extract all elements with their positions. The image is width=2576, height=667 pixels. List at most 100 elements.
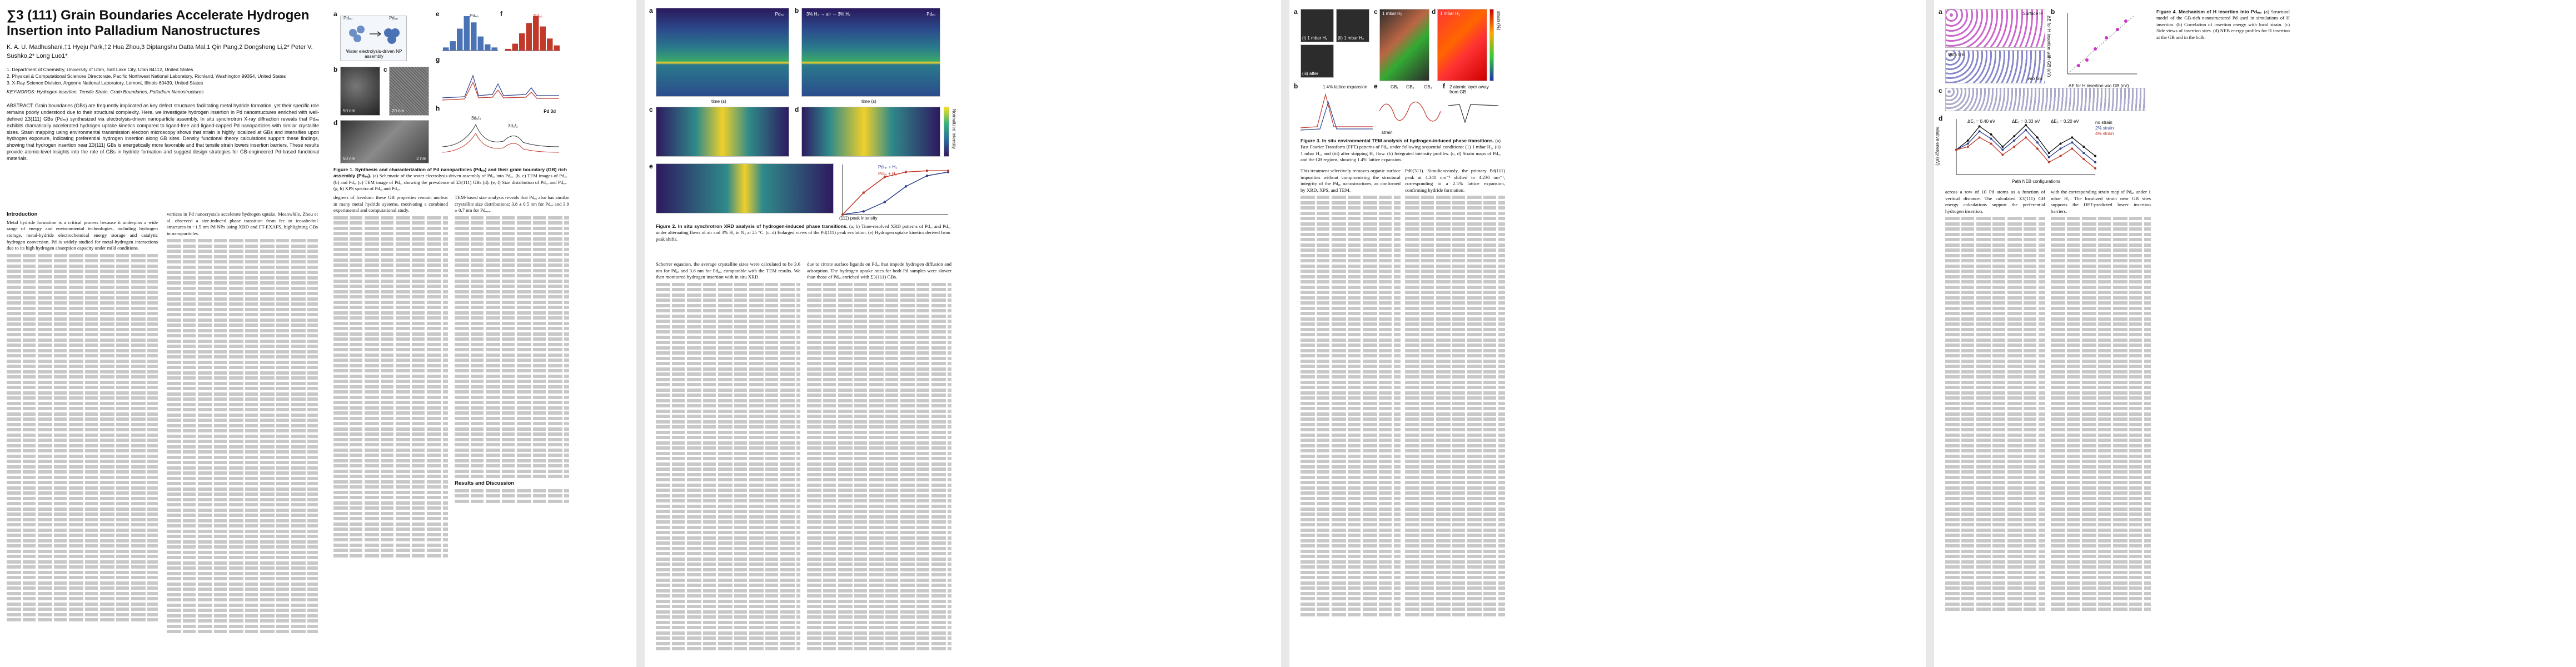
histogram-bar	[485, 44, 491, 51]
caption-text: (a) Structural model of the GB-rich nano…	[2156, 9, 2290, 40]
histogram-bar	[471, 22, 477, 51]
col5b-paragraph: with the corresponding strain map of Pdₑ…	[2051, 189, 2151, 215]
colorbar-label: strain (%)	[1496, 11, 1501, 31]
panel-label-a: a	[1939, 8, 1942, 16]
gb-label-1: GB₁	[1391, 84, 1399, 89]
series-line	[842, 171, 949, 215]
data-point	[1955, 148, 1957, 151]
colorbar	[944, 107, 949, 157]
kinetics-plot	[841, 165, 950, 216]
panel-label-b: b	[2051, 8, 2055, 16]
fig4c-insertion-sites	[1945, 88, 2145, 111]
body-text-lines	[7, 253, 158, 622]
figure-2-caption: Figure 2. In situ synchrotron XRD analys…	[656, 223, 950, 242]
histogram-svg	[505, 16, 560, 51]
neb-plot	[1955, 119, 2096, 175]
data-point	[2001, 146, 2004, 148]
col2-paragraph: vertices in Pd nanocrystals accelerate h…	[167, 211, 318, 237]
fig2e-kinetics	[839, 161, 950, 220]
panel-label-f: f	[1443, 82, 1445, 90]
time-axis-label: time (s)	[711, 99, 726, 104]
figure-4-caption: Figure 4. Mechanism of H insertion into …	[2156, 9, 2290, 41]
col5-left: across a row of 10 Pd atoms as a functio…	[1945, 189, 2045, 613]
histogram-bar	[554, 45, 560, 51]
body-text-lines	[2051, 217, 2151, 611]
data-point	[1966, 139, 1969, 142]
panel-label-a: a	[333, 10, 337, 18]
fig1c-tem-image: 20 nm	[389, 67, 429, 116]
page-gap	[1926, 0, 1934, 667]
histogram-bar	[547, 38, 553, 51]
intro-column-2: vertices in Pd nanocrystals accelerate h…	[167, 211, 318, 635]
fig1a-schematic: Water electrolysis-driven NP assembly	[340, 16, 407, 61]
assembly-diagram	[349, 26, 400, 44]
col3b-paragraph: due to citrate surface ligands on Pdₑₒ t…	[807, 261, 951, 280]
hist-e-series: Pdₙₚ	[470, 13, 479, 18]
scatter-x-label: ΔE for H insertion w/o GB (eV)	[2069, 83, 2129, 88]
scale-bar-dd: 2 nm	[416, 156, 426, 161]
fft-pattern-2: (ii) 1 mbar H₂	[1336, 9, 1369, 42]
results-column-right: TEM-based size analysis reveals that Pdₑ…	[455, 195, 569, 505]
caption-title: Figure 2. In situ synchrotron XRD analys…	[656, 223, 848, 229]
data-point	[1978, 125, 1981, 128]
neb-x-label: Path NEB configurations	[2012, 179, 2061, 184]
fig1h-xps: 3d₅/₂ 3d₃/₂ Pd 3d	[442, 108, 560, 161]
data-point	[2094, 161, 2096, 163]
heatmap-inset: 3% H₂ → air → 3% H₂	[806, 12, 851, 17]
caption-text: (a, b) Time-resolved XRD patterns of Pdₑ…	[656, 223, 950, 242]
intro-column: Introduction Metal hydride formation is …	[7, 211, 158, 624]
affiliation-3: 3. X-Ray Science Division, Argonne Natio…	[7, 79, 203, 86]
panel-label-a: a	[649, 7, 653, 14]
data-point	[883, 201, 886, 203]
data-point	[925, 175, 929, 177]
caption-text: (a) Fast Fourier Transform (FFT) pattern…	[1301, 138, 1501, 163]
data-point	[2036, 141, 2039, 144]
caption-title: Figure 1. Synthesis and characterization…	[333, 167, 567, 179]
neb-legend-1: 2% strain	[2095, 126, 2114, 131]
hist-f-series: Pdₑₒ	[534, 13, 542, 18]
with-gb-label: With GB	[1948, 52, 1965, 57]
legend-pd-np: Pdₙₚ + H₂	[878, 165, 898, 170]
caption-title: Figure 3. In situ environmental TEM anal…	[1301, 138, 1494, 143]
body-text-lines	[1405, 196, 1505, 616]
fig3f-strain-profile: 2 atomic layer away from GB	[1448, 83, 1499, 136]
data-point	[1990, 142, 1992, 145]
gb-label-3: GB₃	[1424, 84, 1432, 89]
data-point	[2013, 146, 2016, 148]
results-column-left: degrees of freedom: these GB properties …	[333, 195, 448, 559]
xps-peak-2: 3d₃/₂	[508, 123, 518, 128]
body-text-lines	[656, 282, 800, 651]
surface-h-label: Surface H	[2022, 11, 2042, 16]
neb-annotation: ΔE₂ = 0.33 eV	[2012, 119, 2040, 124]
data-point	[904, 171, 908, 173]
fig2a-heatmap: Pdₙₚ	[656, 8, 789, 97]
col5-right: with the corresponding strain map of Pdₑ…	[2051, 189, 2151, 613]
data-point	[2071, 136, 2074, 139]
scale-bar-b: 50 nm	[343, 108, 356, 113]
scale-bar-c: 20 nm	[392, 108, 405, 113]
col3-right: due to citrate surface ligands on Pdₑₒ t…	[807, 261, 951, 653]
data-point	[2059, 155, 2062, 157]
fig2d-heatmap	[801, 107, 940, 157]
data-point	[904, 185, 908, 188]
page-4: a Surface H With GB w/o GB b ΔE for H in…	[1934, 0, 2570, 667]
fig1e-histogram	[442, 12, 498, 54]
results-paragraph: TEM-based size analysis reveals that Pdₑ…	[455, 195, 569, 213]
fig1g-xrd	[442, 59, 559, 106]
histogram-bar	[519, 33, 525, 51]
data-point	[2071, 141, 2074, 144]
data-point	[2082, 152, 2085, 155]
histogram-svg	[442, 16, 498, 51]
data-point	[2025, 124, 2027, 127]
histogram-bar	[464, 16, 470, 51]
data-point	[2059, 142, 2062, 145]
histogram-bar	[512, 43, 518, 51]
data-point	[2071, 147, 2074, 150]
intensity-profile	[1300, 93, 1373, 131]
fig4b-scatter: ΔE for H insertion w/o GB (eV) ΔE for H …	[2046, 10, 2140, 88]
intro-paragraph: Metal hydride formation is a critical pr…	[7, 219, 158, 251]
panel-label-h: h	[436, 104, 440, 112]
fig3c-strain-map: 1 mbar H₂	[1379, 9, 1429, 81]
affiliation-2: 2. Physical & Computational Sciences Dir…	[7, 73, 286, 79]
scatter-y-label: ΔE for H insertion with GB (eV)	[2046, 16, 2051, 77]
